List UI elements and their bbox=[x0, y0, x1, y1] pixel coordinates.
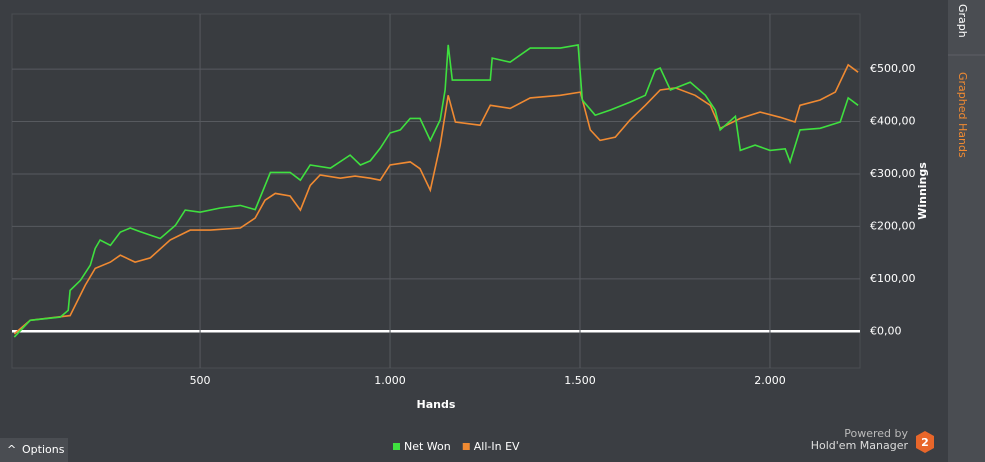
logo-text: 2 bbox=[921, 436, 929, 449]
x-tick-label: 2.000 bbox=[754, 374, 786, 387]
options-button[interactable] bbox=[0, 438, 68, 462]
product-name: Hold'em Manager bbox=[811, 439, 909, 452]
y-tick-label: €0,00 bbox=[870, 324, 902, 337]
options-caret: ^ bbox=[7, 443, 16, 456]
series-line bbox=[13, 43, 859, 338]
y-tick-label: €200,00 bbox=[870, 219, 916, 232]
x-tick-label: 500 bbox=[190, 374, 211, 387]
y-tick-label: €400,00 bbox=[870, 115, 916, 128]
tab-graph[interactable]: Graph bbox=[956, 4, 969, 38]
x-axis-label: Hands bbox=[417, 398, 456, 411]
legend-swatch bbox=[462, 443, 470, 450]
y-tick-label: €300,00 bbox=[870, 167, 916, 180]
options-label[interactable]: Options bbox=[22, 443, 65, 456]
tab-graphed-hands[interactable]: Graphed Hands bbox=[956, 72, 969, 158]
sidebar bbox=[948, 0, 985, 462]
y-tick-label: €500,00 bbox=[870, 62, 916, 75]
legend-label: Net Won bbox=[404, 440, 451, 453]
y-axis-label: Winnings bbox=[916, 162, 929, 220]
y-tick-label: €100,00 bbox=[870, 272, 916, 285]
legend: Net Won All-In EV bbox=[393, 440, 520, 453]
legend-swatch bbox=[393, 443, 400, 450]
logo bbox=[916, 431, 934, 453]
plot-area bbox=[11, 13, 861, 369]
powered-by: Powered by bbox=[844, 427, 908, 440]
x-tick-label: 1.500 bbox=[564, 374, 596, 387]
legend-label: All-In EV bbox=[474, 440, 520, 453]
plot: €0,00 €100,00 €200,00 €300,00 €400,00 €500,00… bbox=[12, 14, 916, 387]
x-tick-label: 1.000 bbox=[374, 374, 406, 387]
